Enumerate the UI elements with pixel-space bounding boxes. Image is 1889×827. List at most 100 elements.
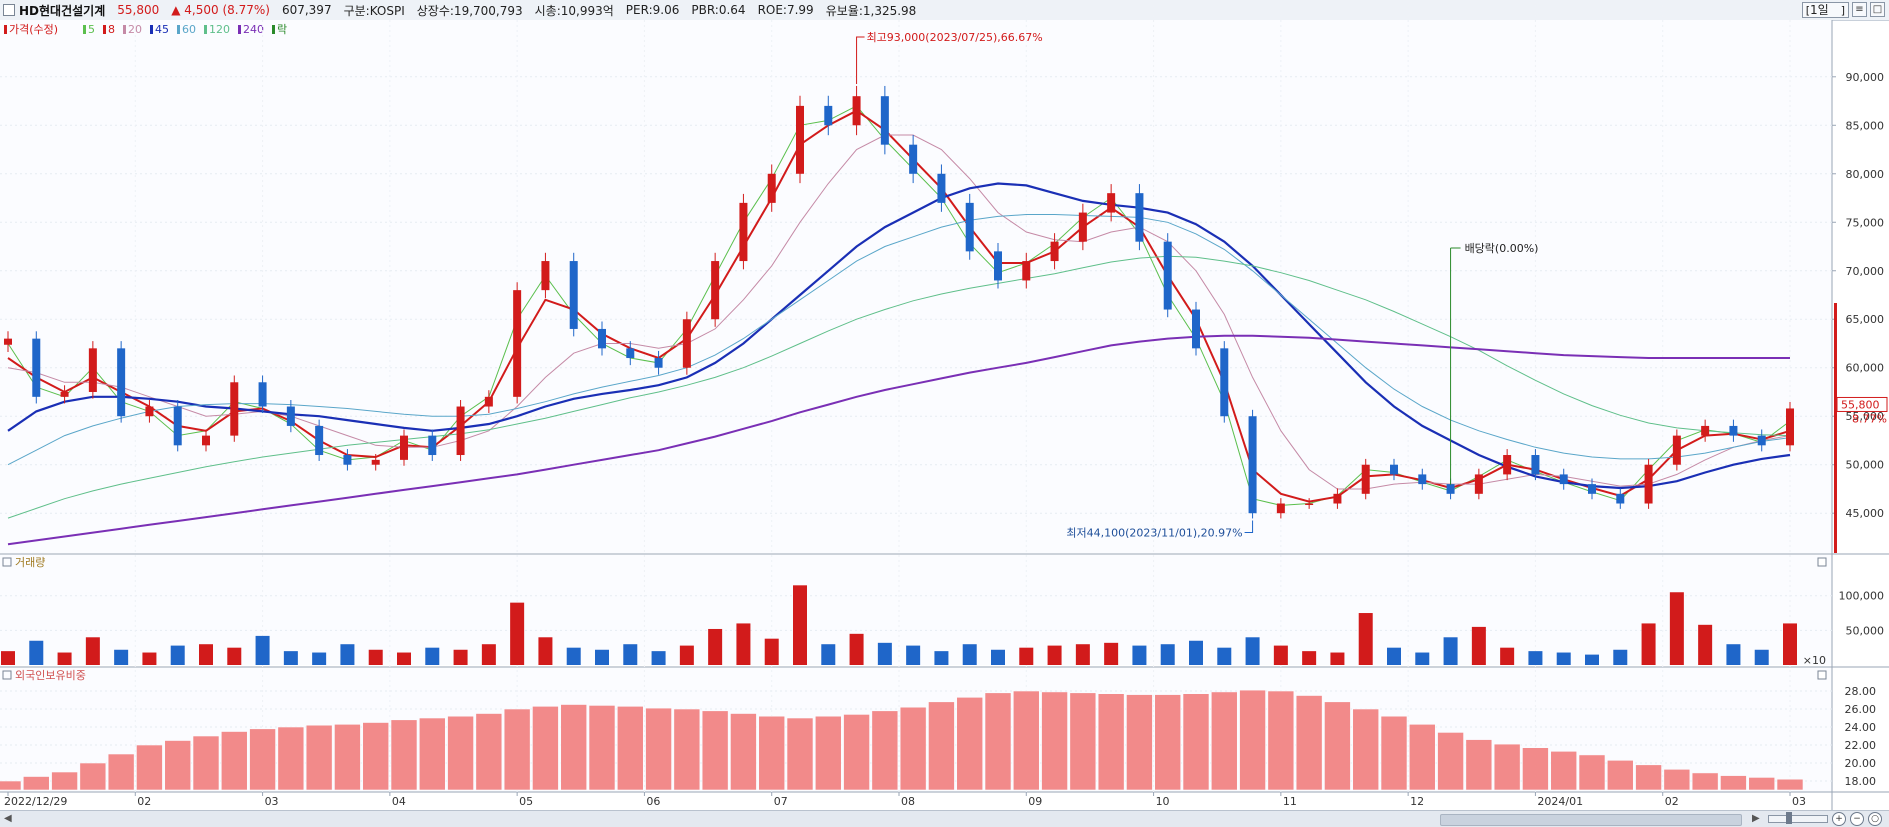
candle-body	[1333, 493, 1342, 504]
candle-body	[796, 105, 804, 174]
volume-bar	[255, 635, 270, 665]
foreign-bar	[928, 701, 955, 791]
candle-body	[1107, 193, 1116, 213]
horizontal-scrollbar[interactable]: ◀ ▶ + − ○	[0, 810, 1889, 827]
volume-bar	[510, 602, 525, 665]
legend-item: 120	[209, 23, 230, 36]
legend-item: 20	[128, 23, 142, 36]
ma-line-20	[7, 134, 1791, 490]
dividend-annotation: 배당락(0.00%)	[1450, 242, 1538, 485]
volume-bar	[906, 645, 921, 665]
volume-bar	[57, 652, 72, 665]
legend-item: 240	[243, 23, 264, 36]
high-annotation-label: 최고93,000(2023/07/25),66.67%	[867, 31, 1043, 44]
scroll-thumb[interactable]	[1440, 814, 1742, 826]
candle-body	[315, 425, 324, 456]
window-menu-icon[interactable]	[3, 4, 15, 16]
volume-panel-box[interactable]	[2, 557, 12, 567]
candle-body	[456, 406, 465, 456]
foreign-bar	[1748, 777, 1776, 791]
x-tick-label: 2024/01	[1537, 795, 1583, 808]
current-price: 55,800	[117, 3, 160, 17]
volume-bar	[962, 644, 977, 665]
legend-item: 8	[108, 23, 115, 36]
price-tick-label: 65,000	[1846, 313, 1885, 326]
candle-body	[598, 328, 606, 349]
volume-bar	[368, 649, 383, 665]
zoom-out-icon[interactable]: −	[1850, 812, 1864, 826]
foreign-bar	[107, 753, 135, 791]
foreign-bar	[192, 735, 220, 791]
foreign-bar	[334, 723, 361, 791]
zoom-in-icon[interactable]: +	[1832, 812, 1846, 826]
legend-swatch	[238, 25, 241, 34]
candle-body	[202, 435, 210, 446]
volume-bar	[1019, 647, 1034, 665]
foreign-bar	[362, 722, 390, 791]
volume-bar	[1726, 644, 1741, 665]
volume-bar	[283, 651, 298, 665]
scroll-right-icon[interactable]: ▶	[1752, 813, 1760, 824]
zoom-slider-thumb[interactable]	[1786, 812, 1792, 824]
volume-panel-close[interactable]	[1817, 557, 1827, 567]
volume-tick-label: 50,000	[1846, 624, 1885, 637]
price-gauge	[1834, 303, 1837, 553]
foreign-bar	[1267, 690, 1295, 791]
foreign-bar	[79, 762, 107, 791]
legend-swatch	[177, 25, 180, 34]
candle-body	[1446, 484, 1455, 494]
scroll-left-icon[interactable]: ◀	[4, 813, 12, 824]
volume-bar	[736, 623, 751, 665]
foreign-bar	[560, 704, 588, 791]
period-label: 1일	[1810, 3, 1829, 17]
volume-bar	[85, 637, 100, 665]
foreign-bar	[1635, 764, 1662, 791]
volume-bar	[1500, 647, 1515, 665]
foreign-bar	[701, 710, 729, 791]
volume-bar	[1047, 645, 1062, 665]
foreign-bar	[1465, 739, 1493, 791]
volume-bar	[453, 649, 468, 665]
foreign-bar	[1154, 694, 1182, 791]
foreign-bar	[475, 713, 503, 791]
x-tick-label: 03	[1792, 795, 1806, 808]
legend-swatch	[103, 25, 106, 34]
candle-body	[880, 96, 889, 145]
candle-body	[1531, 455, 1540, 475]
price-tick-label: 70,000	[1846, 265, 1885, 278]
foreign-bar	[277, 726, 305, 791]
legend-item: 5	[88, 23, 95, 36]
volume-bar	[1104, 642, 1119, 665]
volume-bar	[623, 644, 638, 665]
settings-icon[interactable]: ≡	[1852, 2, 1867, 17]
candle-body	[88, 348, 97, 392]
candle-body	[1701, 425, 1710, 436]
candle-body	[1588, 484, 1596, 494]
price-change: ▲ 4,500 (8.77%)	[171, 3, 270, 17]
foreign-bar	[1578, 754, 1606, 791]
candle-body	[654, 358, 663, 368]
ma-line-240	[7, 334, 1790, 546]
zoom-slider[interactable]	[1768, 815, 1828, 823]
candle-body	[824, 105, 833, 126]
candle-body	[1390, 464, 1398, 475]
candle-body	[569, 261, 578, 329]
price-tick-label: 85,000	[1846, 119, 1885, 132]
volume-bar	[934, 651, 949, 665]
legend-item: 가격(수정)	[9, 23, 58, 36]
volume-bar	[708, 628, 723, 665]
zoom-reset-icon[interactable]: ○	[1868, 812, 1882, 826]
candle-body	[286, 406, 295, 426]
foreign-bar	[673, 708, 701, 791]
period-button[interactable]: [1일]	[1801, 2, 1849, 18]
foreign-panel-box[interactable]	[2, 670, 12, 680]
close-icon[interactable]: □	[1870, 2, 1885, 17]
volume-bar	[199, 644, 213, 665]
volume-bar	[566, 647, 581, 665]
foreign-panel-close[interactable]	[1817, 670, 1827, 680]
candle-body	[32, 338, 41, 397]
foreign-tick-label: 18.00	[1845, 775, 1877, 788]
volume-bar	[821, 644, 836, 665]
candle-body	[1022, 261, 1031, 281]
candle-body	[4, 338, 12, 345]
